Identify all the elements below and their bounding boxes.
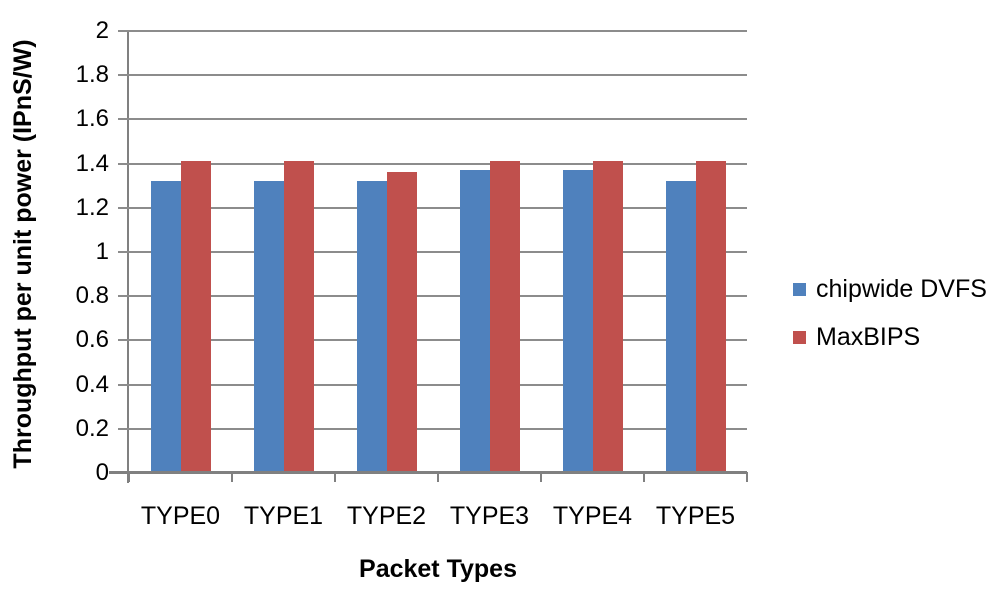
bar-chipwide-dvfs-type3 bbox=[459, 170, 490, 473]
bar-maxbips-type4 bbox=[592, 161, 623, 473]
x-axis-tick bbox=[540, 472, 542, 482]
bar-maxbips-type3 bbox=[489, 161, 520, 473]
gridline bbox=[129, 118, 747, 121]
y-axis-tick bbox=[118, 251, 130, 253]
y-tick-label-0-8: 0.8 bbox=[75, 282, 109, 310]
y-axis-tick bbox=[118, 383, 130, 386]
gridline bbox=[129, 162, 747, 165]
bar-chipwide-dvfs-type4 bbox=[562, 170, 593, 473]
y-tick-label-0-4: 0.4 bbox=[75, 370, 109, 398]
gridline bbox=[129, 383, 747, 386]
gridline bbox=[129, 295, 747, 298]
bar-maxbips-type0 bbox=[180, 161, 211, 473]
y-axis-line bbox=[127, 31, 129, 483]
x-axis-tick bbox=[746, 472, 748, 482]
gridline bbox=[129, 427, 747, 430]
x-tick-label-type5: TYPE5 bbox=[655, 502, 736, 530]
x-axis-tick bbox=[334, 472, 336, 482]
x-tick-label-type3: TYPE3 bbox=[449, 502, 530, 530]
y-axis-tick bbox=[118, 339, 130, 342]
y-axis-tick bbox=[118, 295, 130, 298]
legend-swatch-chipwide-dvfs bbox=[793, 282, 806, 296]
y-axis-title: Throughput per unit power (IPnS/W) bbox=[9, 39, 37, 469]
x-axis-tick bbox=[231, 472, 233, 482]
y-axis-tick bbox=[118, 74, 130, 77]
gridline bbox=[129, 251, 747, 253]
bar-maxbips-type1 bbox=[283, 161, 314, 473]
y-tick-label-2: 2 bbox=[95, 17, 109, 44]
x-tick-label-type1: TYPE1 bbox=[243, 502, 324, 530]
bar-chipwide-dvfs-type5 bbox=[665, 181, 696, 473]
x-axis-line bbox=[109, 471, 747, 474]
x-axis-tick bbox=[128, 472, 130, 482]
legend: chipwide DVFS MaxBIPS bbox=[793, 271, 987, 367]
y-axis-tick bbox=[118, 30, 130, 32]
y-axis-tick bbox=[118, 162, 130, 165]
legend-item-maxbips: MaxBIPS bbox=[793, 319, 987, 355]
y-tick-label-0-6: 0.6 bbox=[75, 326, 109, 354]
bar-chipwide-dvfs-type2 bbox=[356, 181, 387, 473]
y-axis-tick bbox=[118, 427, 130, 430]
y-tick-label-0: 0 bbox=[95, 459, 109, 486]
y-tick-label-0-2: 0.2 bbox=[75, 414, 109, 442]
bar-chipwide-dvfs-type0 bbox=[150, 181, 181, 473]
y-tick-label-1-2: 1.2 bbox=[75, 193, 109, 221]
y-tick-label-1-4: 1.4 bbox=[75, 149, 109, 177]
bar-chipwide-dvfs-type1 bbox=[253, 181, 284, 473]
gridline bbox=[129, 339, 747, 342]
y-tick-label-1-6: 1.6 bbox=[75, 105, 109, 133]
gridline bbox=[129, 74, 747, 77]
x-tick-label-type2: TYPE2 bbox=[346, 502, 427, 530]
legend-item-chipwide-dvfs: chipwide DVFS bbox=[793, 271, 987, 307]
bar-maxbips-type5 bbox=[695, 161, 726, 473]
legend-swatch-maxbips bbox=[793, 330, 806, 344]
x-axis-title: Packet Types bbox=[359, 555, 517, 583]
y-axis-tick bbox=[118, 206, 130, 209]
x-tick-label-type0: TYPE0 bbox=[140, 502, 221, 530]
x-tick-label-type4: TYPE4 bbox=[552, 502, 633, 530]
x-axis-tick bbox=[437, 472, 439, 482]
y-tick-label-1: 1 bbox=[95, 238, 109, 265]
gridline bbox=[129, 30, 747, 32]
bar-maxbips-type2 bbox=[386, 172, 417, 473]
legend-label-chipwide-dvfs: chipwide DVFS bbox=[816, 274, 987, 303]
y-axis-tick bbox=[118, 118, 130, 121]
y-tick-label-1-8: 1.8 bbox=[75, 61, 109, 89]
legend-label-maxbips: MaxBIPS bbox=[816, 322, 921, 351]
plot-area: 0 0.2 0.4 0.6 0.8 1 1.2 1.4 1.6 1.8 2 TYPE0 TYPE1 TYP… bbox=[76, 17, 748, 530]
gridline bbox=[129, 206, 747, 209]
x-axis-tick bbox=[643, 472, 645, 482]
